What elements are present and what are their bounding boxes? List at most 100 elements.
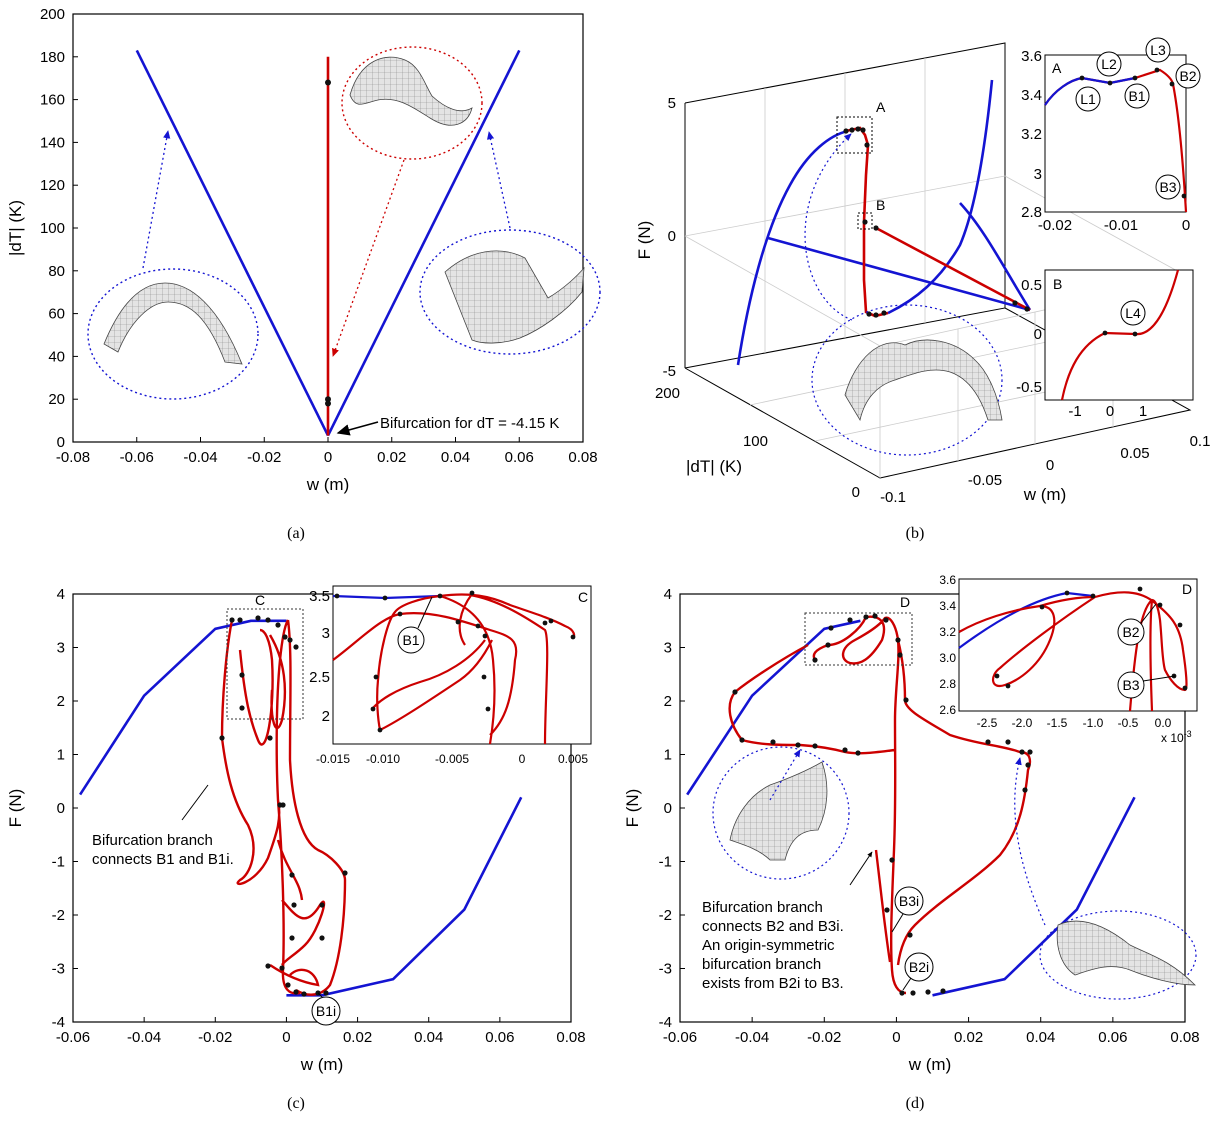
panel-b-inset-B-ytick: 0.5: [1021, 277, 1042, 294]
panel-c-series-upper: [79, 619, 287, 796]
panel-b-inset-B: B L4 0.5 0 -0.5 -1 0 1: [1016, 269, 1194, 420]
panel-b-inset-B-tag: B: [1053, 276, 1062, 292]
panel-b-inset-B-points: [1102, 330, 1138, 337]
panel-b-w-label: w (m): [1023, 485, 1066, 504]
panel-b-mesh: [844, 339, 1003, 422]
panel-d-ticks: -0.06 -0.04 -0.02 0 0.02 0.04 0.06 0.08 4 3 2 1 0 -1 -…: [659, 586, 1200, 1046]
panel-b-caption: (b): [906, 525, 925, 542]
panel-b: 5 0 -5 F (N) 200 100 0 |dT| (K) -0.1 -0.…: [635, 37, 1210, 542]
panel-d-mesh-left: [729, 761, 828, 861]
panel-c-inset-ytick: 2.5: [309, 669, 330, 686]
panel-b-box-A: [836, 116, 873, 154]
panel-d-note-line-5: exists from B2i to B3.: [702, 975, 844, 992]
panel-b-inset-A-labels: L1 L2 B1 L3 B2 B3: [1075, 37, 1201, 200]
label-B2: B2: [1179, 68, 1196, 84]
panel-c-ticks: -0.06 -0.04 -0.02 0 0.02 0.04 0.06 0.08 4 3 2 1 0 -1 -…: [52, 586, 586, 1046]
panel-a-arrow-right: [486, 131, 511, 229]
x-tick-label: 0.04: [1026, 1029, 1055, 1046]
panel-a-arrow-top: [332, 159, 405, 357]
label-B3: B3: [1122, 677, 1139, 693]
panel-a-inset-right: [419, 229, 601, 355]
label-B3i: B3i: [899, 893, 919, 909]
panel-b-ztick: -5: [663, 363, 676, 380]
panel-d-note-pointer: [849, 851, 873, 886]
y-tick-label: -4: [52, 1014, 65, 1031]
panel-b-ztick: 0: [668, 228, 676, 245]
panel-d-inset-label-B3-circle: [1117, 671, 1145, 699]
y-tick-label: -1: [52, 854, 65, 871]
panel-c-xlabel: w (m): [300, 1055, 343, 1074]
panel-a-point: [325, 79, 331, 86]
panel-b-inset-A: A 3.6 3.4 3.2 3 2.8 -0.02 -0.01 0 L1 L2 …: [1021, 37, 1201, 234]
panel-b-inset-arrow: [804, 133, 853, 321]
y-tick-label: 0: [664, 800, 672, 817]
panel-d-inset-xtick: -2.5: [977, 716, 998, 730]
panel-c-inset-xtick: 0.005: [558, 752, 588, 766]
panel-b-inset-A-points: [1079, 67, 1187, 199]
x-tick-label: -0.08: [56, 449, 90, 466]
panel-d-note-line-4: bifurcation branch: [702, 956, 821, 973]
y-tick-label: 3: [664, 640, 672, 657]
panel-c-inset-ytick: 2: [322, 708, 330, 725]
panel-d-inset-blue: [958, 591, 1094, 649]
label-L1: L1: [1080, 91, 1096, 107]
panel-d-label-B3i-pointer: [891, 913, 904, 933]
panel-d-arrow-right: [1014, 757, 1046, 926]
panel-b-inset-A-ytick: 3.6: [1021, 48, 1042, 65]
label-B2: B2: [1122, 624, 1139, 640]
y-tick-label: 4: [664, 586, 672, 603]
y-tick-label: 2: [57, 693, 65, 710]
panel-b-blue-curve-left: [736, 129, 849, 366]
panel-a-bifurcation-annotation: Bifurcation for dT = -4.15 K: [380, 415, 559, 432]
y-tick-label: 4: [57, 586, 65, 603]
label-L4: L4: [1125, 305, 1141, 321]
panel-d-inset-xtick: -0.5: [1118, 716, 1139, 730]
y-tick-label: 180: [40, 49, 65, 66]
panel-b-dT-label: |dT| (K): [686, 457, 742, 476]
y-tick-label: -2: [52, 907, 65, 924]
panel-b-blue-line-cross: [767, 236, 1031, 312]
x-tick-label: -0.02: [247, 449, 281, 466]
panel-c-red-branch: [220, 619, 347, 996]
panel-c-ylabel: F (N): [6, 789, 25, 828]
panel-b-dTtick: 100: [743, 433, 768, 450]
panel-d-inset-left: [712, 746, 850, 880]
y-tick-label: 120: [40, 177, 65, 194]
panel-c-note-pointer: [181, 784, 209, 821]
panel-c-inset-label-circle: [397, 626, 425, 654]
y-tick-label: -3: [659, 961, 672, 978]
x-tick-label: 0: [324, 449, 332, 466]
panel-c-caption: (c): [287, 1095, 305, 1112]
panel-b-wtick: -0.1: [880, 489, 906, 506]
panel-b-inset-B-frame: [1044, 269, 1194, 401]
panel-b-inset-B-ytick: -0.5: [1016, 379, 1042, 396]
panel-a-arrow-left: [142, 130, 171, 269]
y-tick-label: 60: [48, 306, 65, 323]
panel-d-inset-xtick: -1.0: [1083, 716, 1104, 730]
panel-c-series-lower: [286, 796, 523, 997]
panel-c-inset-red: [332, 593, 576, 745]
label-B1: B1: [1128, 88, 1145, 104]
panel-b-inset-A-ytick: 3.2: [1021, 126, 1042, 143]
panel-b-wtick: 0: [1046, 457, 1054, 474]
x-tick-label: 0.06: [1098, 1029, 1127, 1046]
panel-a-series-left-branch: [135, 49, 330, 437]
panel-c-inset-label-pointer: [417, 596, 433, 629]
panel-d-inset-ytick: 2.6: [939, 703, 956, 717]
x-tick-label: -0.04: [127, 1029, 161, 1046]
label-B1: B1: [402, 632, 419, 648]
panel-d-inset-ytick: 3.4: [939, 599, 956, 613]
x-tick-label: -0.02: [807, 1029, 841, 1046]
panel-a-series-right-branch: [326, 49, 521, 437]
x-tick-label: -0.04: [183, 449, 217, 466]
panel-d-zoom-box: [804, 612, 913, 666]
label-B2i: B2i: [909, 959, 929, 975]
panel-c-inset-tag: C: [578, 589, 588, 605]
x-tick-label: 0.08: [568, 449, 597, 466]
panel-b-points: [843, 126, 1030, 318]
y-tick-label: 1: [57, 747, 65, 764]
y-tick-label: -2: [659, 907, 672, 924]
x-tick-label: 0: [892, 1029, 900, 1046]
panel-b-ztick: 5: [668, 95, 676, 112]
panel-d-ylabel: F (N): [623, 789, 642, 828]
